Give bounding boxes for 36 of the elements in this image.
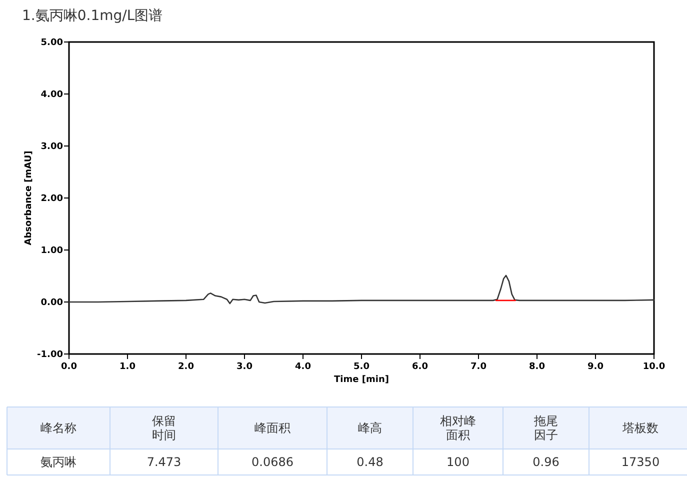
text: 拖尾因子 bbox=[533, 414, 558, 442]
x-tick-label: 5.0 bbox=[354, 362, 370, 372]
x-tick-label: 4.0 bbox=[295, 362, 311, 372]
y-tick-label: 2.00 bbox=[40, 194, 63, 204]
chart-title: 1.氨丙啉0.1mg/L图谱 bbox=[22, 8, 163, 24]
text: 7.473 bbox=[146, 455, 182, 470]
y-tick-label: 5.00 bbox=[40, 38, 63, 48]
y-tick-label: 0.00 bbox=[40, 298, 63, 308]
text: 氨丙啉 bbox=[40, 455, 76, 470]
y-tick-label: -1.00 bbox=[37, 350, 63, 360]
x-tick-label: 0.0 bbox=[61, 362, 77, 372]
text: 保留时间 bbox=[152, 414, 176, 442]
text: 塔板数 bbox=[622, 421, 658, 436]
x-tick-label: 8.0 bbox=[529, 362, 545, 372]
y-axis-title: Absorbance [mAU] bbox=[24, 150, 34, 246]
x-tick-label: 2.0 bbox=[178, 362, 194, 372]
y-tick-label: 3.00 bbox=[40, 142, 63, 152]
text: 峰高 bbox=[358, 421, 382, 436]
text: 17350 bbox=[621, 455, 660, 470]
x-tick-label: 6.0 bbox=[412, 362, 428, 372]
y-tick-label: 4.00 bbox=[40, 90, 63, 100]
text: 峰面积 bbox=[254, 421, 290, 436]
text: 0.0686 bbox=[252, 455, 294, 470]
x-tick-label: 3.0 bbox=[236, 362, 252, 372]
x-tick-label: 7.0 bbox=[470, 362, 486, 372]
text: 相对峰面积 bbox=[440, 414, 476, 442]
x-tick-label: 10.0 bbox=[642, 362, 666, 372]
x-tick-label: 9.0 bbox=[588, 362, 604, 372]
text: 100 bbox=[446, 455, 470, 470]
y-tick-label: 1.00 bbox=[40, 246, 63, 256]
text: 0.96 bbox=[532, 455, 560, 470]
text: 0.48 bbox=[356, 455, 384, 470]
x-axis-title: Time [min] bbox=[334, 375, 389, 385]
line-series bbox=[68, 274, 655, 304]
x-tick-label: 1.0 bbox=[120, 362, 136, 372]
text: 峰名称 bbox=[40, 421, 76, 436]
